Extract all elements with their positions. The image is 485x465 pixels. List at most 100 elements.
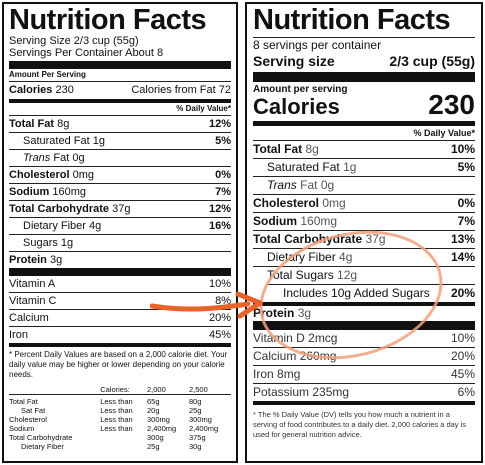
nutrient-label: Protein: [253, 306, 295, 320]
nutrient-amount: 160mg: [300, 214, 338, 228]
table-cell: 25g: [146, 442, 160, 451]
vitamin-dv: 8%: [215, 295, 231, 307]
left-daily-values-table: Calories: 2,000 2,500 Total Fat Less than 65g…: [9, 385, 231, 451]
vitamin-amount: 2mcg: [308, 331, 338, 345]
nutrient-amount: Fat 0g: [53, 152, 85, 164]
left-vitamin-list: Vitamin A 10% Vitamin C 8% Calcium 20% Iron 45%: [9, 276, 231, 343]
table-cell: [100, 433, 147, 442]
nutrient-label: Sugars: [23, 237, 58, 249]
right-amount-per-serving: Amount per serving: [253, 84, 348, 95]
table-cell: 30g: [188, 442, 202, 451]
nutrient-dv: 20%: [450, 286, 475, 300]
nutrient-amount: 8g: [305, 142, 319, 156]
table-cell: Cholesterol: [9, 415, 47, 424]
right-serving-size-value: 2/3 cup (55g): [389, 53, 475, 69]
table-cell: Less than: [100, 397, 133, 406]
vitamin-label: Calcium: [9, 312, 49, 324]
left-nutrient-row: Protein 3g: [9, 251, 231, 268]
table-cell: 375g: [188, 433, 206, 442]
table-row: Total Carbohydrate 300g 375g: [9, 433, 231, 442]
right-nutrient-list: Total Fat 8g 10% Saturated Fat 1g 5% Trans F…: [253, 140, 475, 321]
nutrient-label: Sodium: [253, 214, 297, 228]
table-cell: Less than: [100, 424, 133, 433]
table-cell: 80g: [188, 397, 202, 406]
nutrient-label: Dietary Fiber: [267, 250, 336, 264]
nutrient-label: Total Carbohydrate: [253, 232, 363, 246]
vitamin-dv: 45%: [450, 367, 475, 381]
table-row: Dietary Fiber 25g 30g: [9, 442, 231, 451]
vitamin-dv: 10%: [208, 278, 231, 290]
right-footnote: * The % Daily Value (DV) tells you how m…: [253, 410, 467, 439]
nutrient-amount: 1g: [60, 237, 74, 249]
table-cell: 20g: [146, 406, 160, 415]
nutrient-dv: 5%: [457, 160, 475, 174]
left-nutrient-row: Total Carbohydrate 37g 12%: [9, 200, 231, 217]
nutrient-label: Saturated Fat: [267, 160, 340, 174]
nutrient-dv: 5%: [215, 135, 231, 147]
old-nutrition-label: Nutrition Facts Serving Size 2/3 cup (55…: [2, 2, 238, 463]
nutrient-label: Total Sugars: [267, 268, 334, 282]
nutrient-dv: 10%: [450, 142, 475, 156]
right-nutrient-row: Sodium 160mg 7%: [253, 212, 475, 230]
right-nutrient-row: Trans Fat 0g: [253, 176, 475, 194]
vitamin-label: Iron: [9, 329, 28, 341]
left-amount-per-serving: Amount Per Serving: [9, 70, 86, 79]
nutrient-dv: 7%: [457, 214, 475, 228]
right-vitamin-row: Potassium 235mg 6%: [253, 383, 475, 401]
nutrient-dv: 13%: [450, 232, 475, 246]
vitamin-label: Vitamin C: [9, 295, 57, 307]
vitamin-dv: 20%: [208, 312, 231, 324]
nutrient-amount: Fat 0g: [300, 178, 335, 192]
nutrient-amount: 8g: [57, 118, 70, 130]
right-nutrient-row: Total Sugars 12g: [253, 266, 475, 284]
left-calories-label: Calories: [9, 84, 53, 96]
right-nutrient-row: Total Fat 8g 10%: [253, 140, 475, 158]
left-vitamin-row: Calcium 20%: [9, 309, 231, 326]
right-servings-per-container: 8 servings per container: [253, 38, 382, 52]
nutrient-amount: 37g: [365, 232, 386, 246]
left-title: Nutrition Facts: [9, 4, 207, 36]
nutrient-dv: 12%: [208, 203, 231, 215]
left-servings-per-container: Servings Per Container About 8: [9, 47, 164, 59]
left-nutrient-row: Cholesterol 0mg 0%: [9, 166, 231, 183]
left-nutrient-row: Saturated Fat 1g 5%: [9, 132, 231, 149]
vitamin-amount: 8mg: [277, 367, 301, 381]
nutrient-label: Total Carbohydrate: [9, 203, 110, 215]
table-row: Cholesterol Less than 300mg 300mg: [9, 415, 231, 424]
right-vitamin-row: Iron 8mg 45%: [253, 365, 475, 383]
left-calories-from-fat: Calories from Fat 72: [131, 84, 231, 96]
table-row: Total Fat Less than 65g 80g: [9, 397, 231, 406]
nutrient-label: Trans: [267, 178, 297, 192]
new-nutrition-label: Nutrition Facts 8 servings per container…: [245, 2, 483, 463]
table-cell: Total Fat: [9, 397, 38, 406]
left-nutrient-list: Total Fat 8g 12% Saturated Fat 1g 5% Trans F…: [9, 115, 231, 268]
right-vitamin-list: Vitamin D 2mcg 10% Calcium 260mg 20% Iron 8m…: [253, 330, 475, 401]
right-vitamin-row: Calcium 260mg 20%: [253, 347, 475, 365]
left-vitamin-row: Vitamin A 10%: [9, 276, 231, 292]
nutrient-amount: 4g: [339, 250, 353, 264]
right-nutrient-row: Includes 10g Added Sugars 20%: [267, 284, 475, 302]
right-nutrient-row: Protein 3g: [253, 302, 475, 321]
left-calories-value: 230: [55, 84, 74, 96]
table-cell: Less than: [100, 406, 133, 415]
vitamin-dv: 6%: [457, 385, 475, 399]
vitamin-label: Iron: [253, 367, 274, 381]
table-cell: 300g: [146, 433, 164, 442]
left-dv-header: % Daily Value*: [176, 104, 231, 113]
vitamin-label: Calcium: [253, 349, 297, 363]
table-cell: [100, 442, 147, 451]
right-dv-header: % Daily Value*: [413, 128, 475, 138]
nutrient-label: Includes 10g Added Sugars: [283, 286, 430, 300]
right-nutrient-row: Dietary Fiber 4g 14%: [253, 248, 475, 266]
nutrient-label: Dietary Fiber: [23, 220, 86, 232]
vitamin-dv: 10%: [450, 331, 475, 345]
nutrient-dv: 12%: [208, 118, 231, 130]
table-cell: Sodium: [9, 424, 35, 433]
left-nutrient-row: Total Fat 8g 12%: [9, 115, 231, 132]
table-cell: 25g: [188, 406, 202, 415]
right-calories-row: Calories 230: [253, 91, 475, 119]
table-header-cell: [9, 385, 100, 395]
right-nutrient-row: Saturated Fat 1g 5%: [253, 158, 475, 176]
table-header-cell: Calories:: [100, 385, 130, 394]
left-nutrient-row: Sodium 160mg 7%: [9, 183, 231, 200]
